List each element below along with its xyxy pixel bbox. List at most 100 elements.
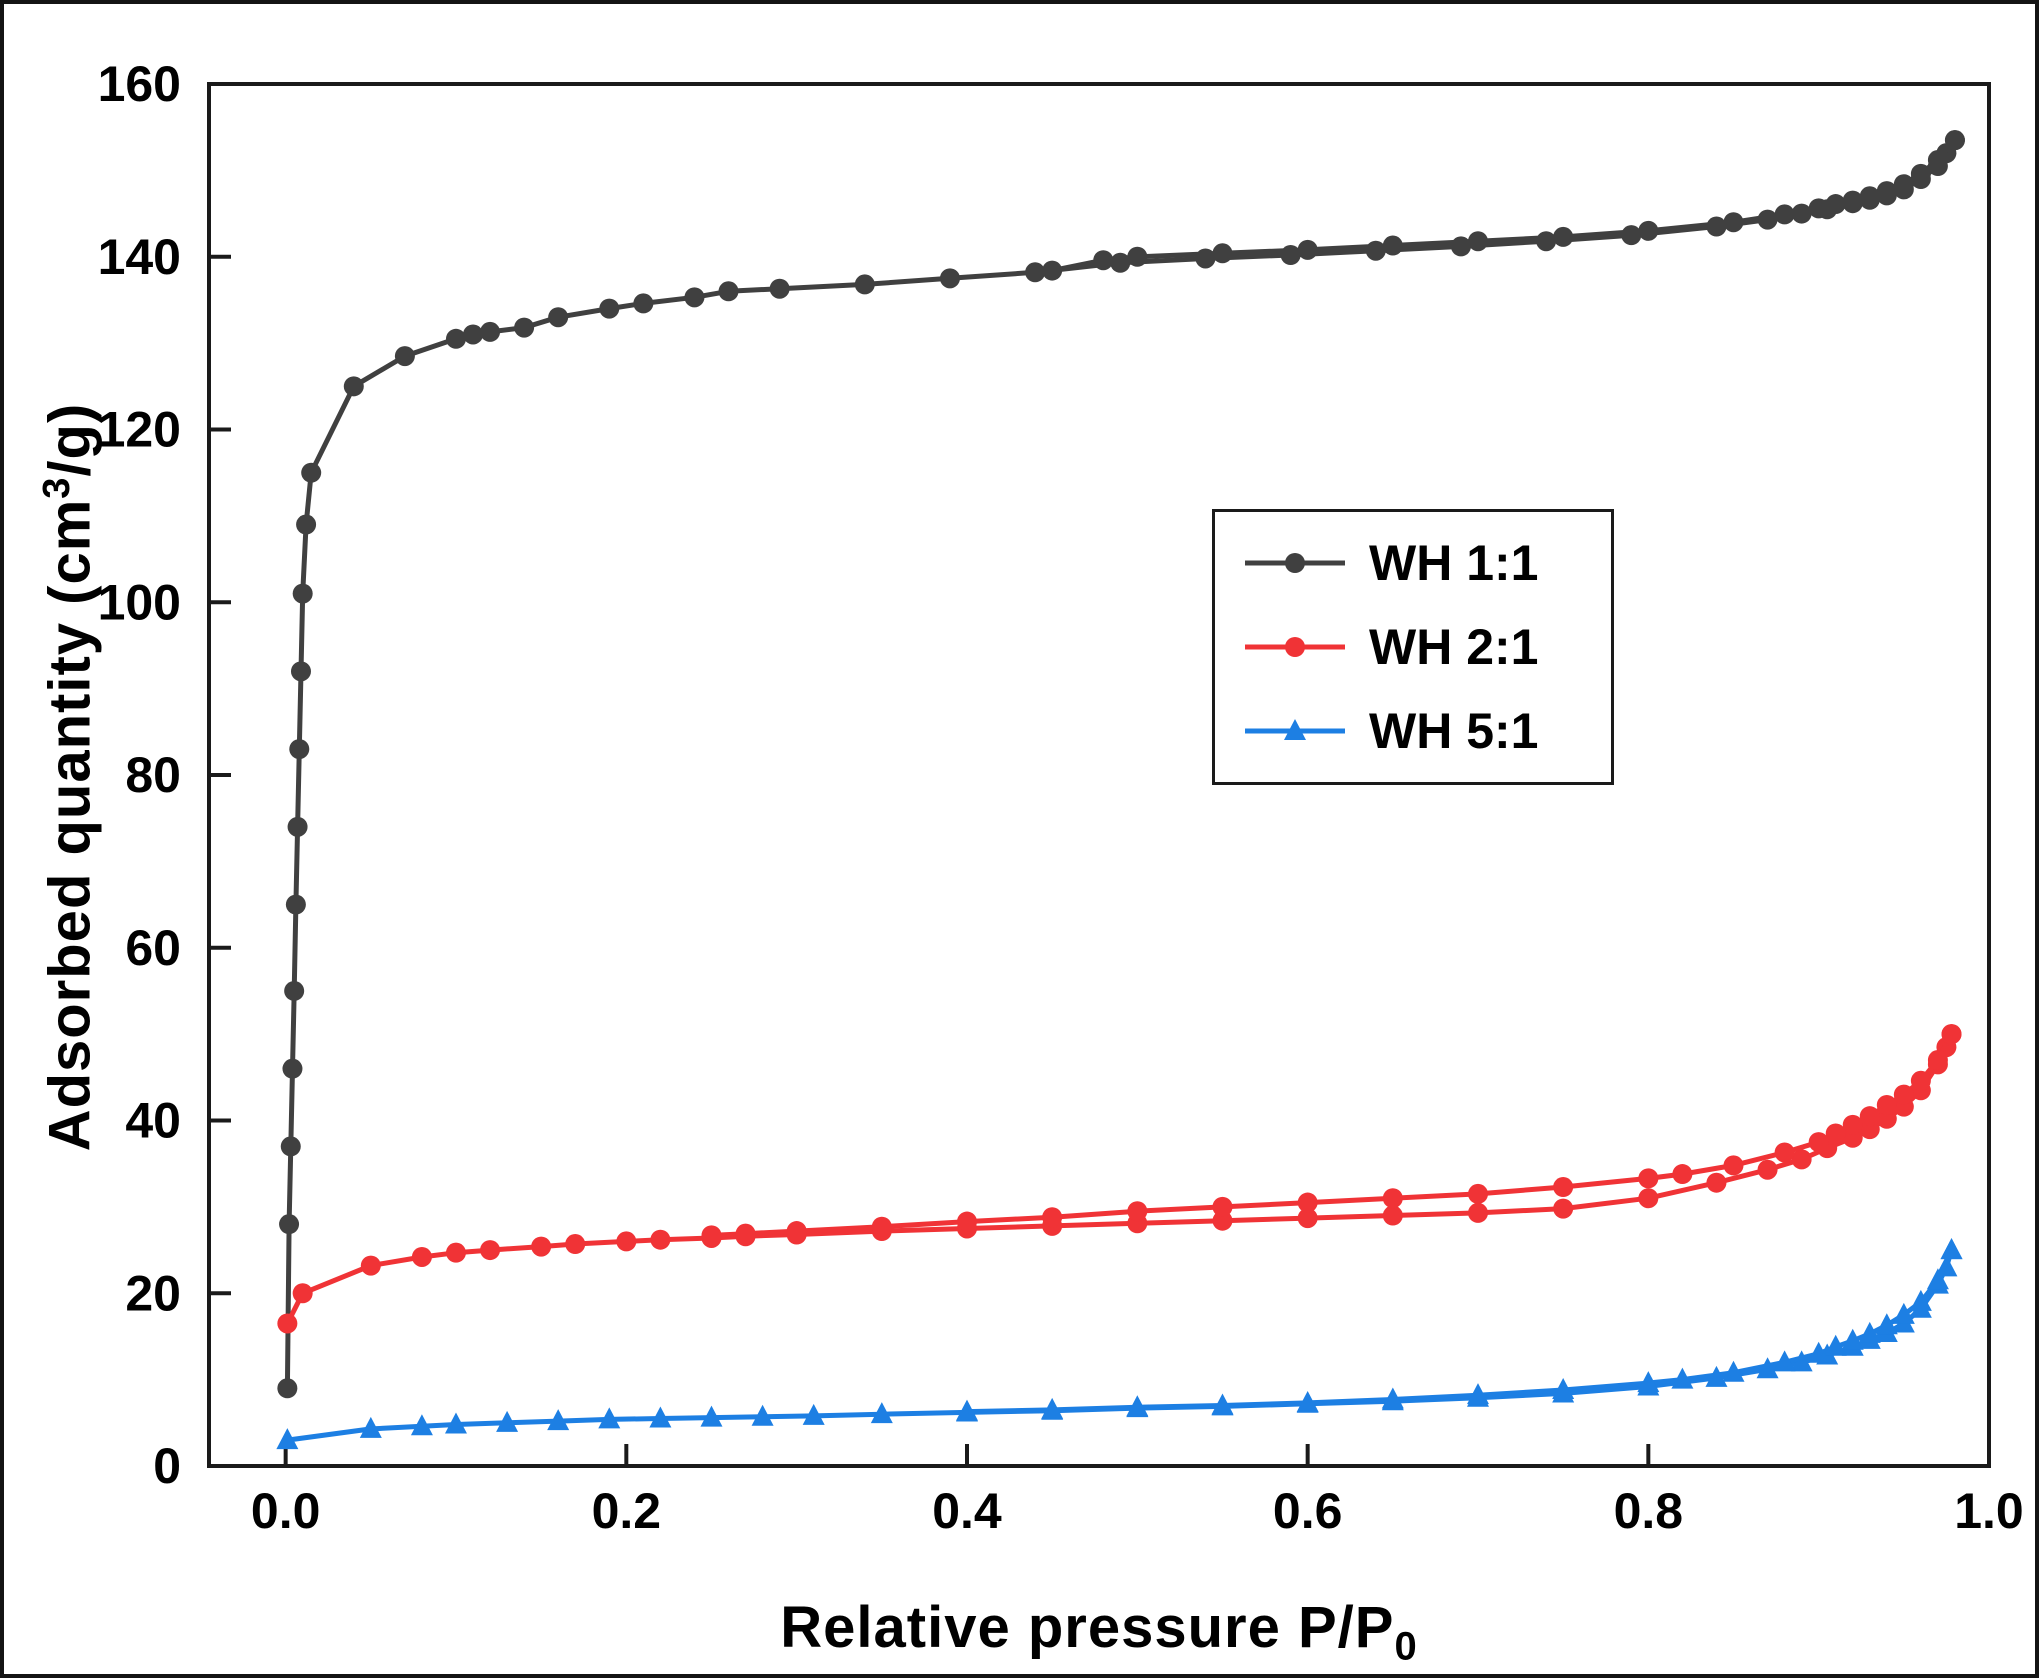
series-wh-1-1-adsorption-marker xyxy=(394,346,415,367)
x-tick-label: 0.6 xyxy=(1273,1483,1343,1539)
series-wh-2-1-desorption-marker xyxy=(1723,1155,1744,1176)
y-tick-label: 100 xyxy=(98,574,181,630)
series-wh-5-1-adsorption-marker xyxy=(802,1403,825,1425)
series-wh-1-1-desorption-marker xyxy=(1927,150,1948,171)
series-wh-2-1-desorption-marker xyxy=(786,1221,807,1242)
series-wh-2-1-adsorption-marker xyxy=(531,1236,552,1257)
series-wh-2-1-desorption-marker xyxy=(1842,1114,1863,1135)
series-wh-1-1-desorption-marker xyxy=(1876,181,1897,202)
y-axis-title-unit: /g) xyxy=(37,402,103,477)
series-wh-5-1-desorption-marker xyxy=(1926,1268,1949,1290)
series-wh-2-1-adsorption-marker xyxy=(1297,1208,1318,1229)
series-wh-5-1-desorption-marker xyxy=(1671,1367,1694,1389)
series-wh-2-1-desorption-marker xyxy=(1910,1070,1931,1091)
series-wh-1-1-desorption-marker xyxy=(1910,163,1931,184)
series-wh-2-1-adsorption-marker xyxy=(1876,1108,1897,1129)
series-wh-5-1-desorption-marker xyxy=(1296,1390,1319,1412)
series-wh-2-1-desorption-marker xyxy=(1212,1196,1233,1217)
series-wh-1-1-desorption-marker xyxy=(1893,174,1914,195)
series-wh-1-1-desorption-marker xyxy=(1467,231,1488,252)
y-tick-label: 80 xyxy=(125,747,181,803)
legend-label: WH 5:1 xyxy=(1369,703,1539,759)
series-wh-5-1-desorption-marker xyxy=(1466,1383,1489,1405)
series-wh-2-1-desorption-marker xyxy=(1638,1168,1659,1189)
chart-legend: WH 1:1 WH 2:1 WH 5:1 xyxy=(1212,509,1614,785)
series-wh-1-1-desorption-marker xyxy=(1382,235,1403,256)
series-wh-2-1-adsorption-line xyxy=(284,1031,1954,1326)
series-wh-1-1-adsorption-marker xyxy=(290,661,311,682)
series-wh-5-1-adsorption-marker xyxy=(444,1412,467,1434)
series-wh-1-1-desorption-marker xyxy=(1859,186,1880,207)
series-wh-2-1-adsorption-marker xyxy=(360,1255,381,1276)
series-wh-2-1-desorption-marker xyxy=(1927,1050,1948,1071)
series-wh-1-1-desorption-marker xyxy=(1638,220,1659,241)
y-tick-label: 20 xyxy=(125,1265,181,1321)
series-wh-1-1-adsorption-marker xyxy=(285,894,306,915)
series-wh-1-1-adsorption-marker xyxy=(296,514,317,535)
series-wh-1-1-desorption-marker xyxy=(1808,198,1829,219)
y-tick-label: 120 xyxy=(98,402,181,458)
series-wh-5-1-desorption-marker xyxy=(1824,1334,1847,1356)
y-tick-label: 160 xyxy=(98,56,181,112)
legend-marker-line-icon xyxy=(1245,553,1345,573)
series-wh-1-1-adsorption-marker xyxy=(684,287,705,308)
series-wh-2-1-adsorption-marker xyxy=(411,1246,432,1267)
series-wh-1-1-adsorption-marker xyxy=(1025,262,1046,283)
series-wh-5-1-adsorption-marker xyxy=(649,1406,672,1428)
series-wh-1-1-adsorption-marker xyxy=(445,328,466,349)
series-wh-2-1-desorption-marker xyxy=(1382,1188,1403,1209)
x-tick-label: 0.2 xyxy=(592,1483,662,1539)
series-wh-1-1-desorption-marker xyxy=(1944,130,1965,151)
series-wh-1-1-adsorption-marker xyxy=(514,317,535,338)
series-wh-2-1-adsorption-marker xyxy=(1638,1188,1659,1209)
series-wh-5-1-adsorption-marker xyxy=(276,1428,299,1450)
series-wh-1-1-adsorption-marker xyxy=(599,298,620,319)
series-wh-2-1-desorption-marker xyxy=(871,1216,892,1237)
series-wh-1-1-desorption-marker xyxy=(1093,250,1114,271)
series-wh-1-1-desorption-marker xyxy=(1297,239,1318,260)
series-wh-1-1-adsorption-marker xyxy=(548,307,569,328)
series-wh-1-1-desorption-marker xyxy=(1042,260,1063,281)
series-wh-5-1-adsorption-marker xyxy=(496,1410,519,1432)
series-wh-1-1-adsorption-marker xyxy=(1621,225,1642,246)
x-axis-title-subscript: 0 xyxy=(1394,1624,1418,1669)
series-wh-2-1-desorption-marker xyxy=(956,1211,977,1232)
series-wh-2-1-adsorption-marker xyxy=(1757,1159,1778,1180)
series-wh-1-1-desorption-marker xyxy=(1212,243,1233,264)
x-axis-title: Relative pressure P/P0 xyxy=(209,1594,1989,1670)
series-wh-2-1-adsorption-marker xyxy=(277,1313,298,1334)
y-axis-title: Adsorbed quantity (cm3/g) xyxy=(36,77,116,1477)
x-tick-label: 0.4 xyxy=(932,1483,1002,1539)
x-tick-label: 0.8 xyxy=(1614,1483,1684,1539)
series-wh-2-1-adsorption-marker xyxy=(616,1231,637,1252)
series-wh-1-1-desorption-marker xyxy=(1127,246,1148,267)
series-wh-5-1-adsorption-marker xyxy=(751,1404,774,1426)
series-wh-5-1-desorption-marker xyxy=(1875,1313,1898,1335)
series-wh-2-1-desorption-marker xyxy=(1893,1084,1914,1105)
series-wh-5-1-desorption-marker xyxy=(1773,1350,1796,1372)
series-wh-2-1-adsorption-marker xyxy=(650,1229,671,1250)
series-wh-1-1-adsorption-marker xyxy=(292,583,313,604)
series-wh-2-1-adsorption-marker xyxy=(292,1283,313,1304)
series-wh-2-1-adsorption-marker xyxy=(565,1234,586,1255)
y-axis-title-superscript: 3 xyxy=(36,476,78,499)
y-tick-label: 40 xyxy=(125,1093,181,1149)
series-wh-5-1-adsorption-marker xyxy=(359,1416,382,1438)
series-wh-2-1-desorption-marker xyxy=(1774,1142,1795,1163)
series-wh-2-1-desorption-marker xyxy=(1808,1132,1829,1153)
series-wh-1-1-adsorption-marker xyxy=(280,1136,301,1157)
series-wh-5-1-desorption-marker xyxy=(1381,1387,1404,1409)
series-wh-1-1-adsorption-marker xyxy=(633,293,654,314)
series-wh-5-1-adsorption-marker xyxy=(700,1405,723,1427)
series-wh-5-1-adsorption-marker xyxy=(870,1402,893,1424)
series-wh-2-1-desorption-marker xyxy=(1553,1177,1574,1198)
series-wh-1-1-adsorption-marker xyxy=(480,321,501,342)
y-axis-title-text: Adsorbed quantity (cm xyxy=(37,498,103,1152)
series-wh-2-1-adsorption-marker xyxy=(1382,1205,1403,1226)
series-wh-2-1-adsorption-marker xyxy=(1706,1172,1727,1193)
series-wh-5-1-desorption-marker xyxy=(1126,1395,1149,1417)
series-wh-5-1-desorption-line xyxy=(964,1247,1954,1415)
y-tick-label: 140 xyxy=(98,229,181,285)
series-wh-5-1-desorption-marker xyxy=(1892,1302,1915,1324)
